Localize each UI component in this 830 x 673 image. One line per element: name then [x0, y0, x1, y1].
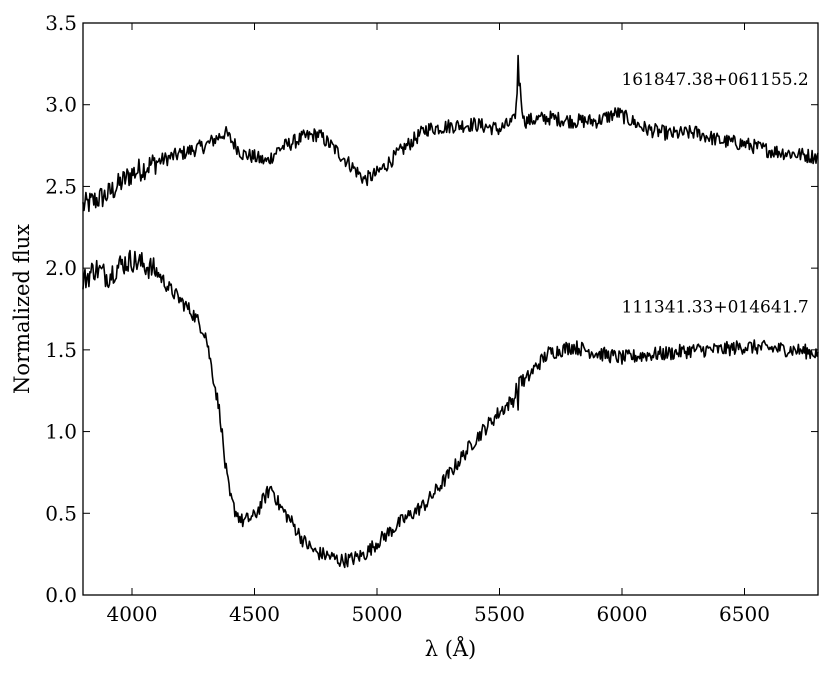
- series-annotation: 161847.38+061155.2: [621, 70, 808, 90]
- y-tick-label: 1.5: [45, 338, 77, 362]
- y-tick-label: 0.0: [45, 583, 77, 607]
- y-tick-label: 2.0: [45, 256, 77, 280]
- x-tick-label: 5500: [474, 602, 525, 626]
- x-tick-label: 4000: [107, 602, 158, 626]
- y-tick-label: 3.5: [45, 11, 77, 35]
- ticks-layer: 4000 4500 5000 5500 6000 6500 0.0 0.5 1.0 1.5 2.0 2…: [45, 11, 818, 626]
- x-axis-label: λ (Å): [425, 636, 477, 661]
- y-tick-label: 0.5: [45, 501, 77, 525]
- x-tick-label: 6000: [597, 602, 648, 626]
- plot-frame: [82, 22, 819, 596]
- y-tick-label: 3.0: [45, 93, 77, 117]
- x-tick-label: 4500: [229, 602, 280, 626]
- y-tick-label: 1.0: [45, 420, 77, 444]
- x-tick-label: 5000: [352, 602, 403, 626]
- x-tick-label: 6500: [719, 602, 770, 626]
- series-annotation: 111341.33+014641.7: [621, 297, 808, 317]
- annotation-layer: 161847.38+061155.2 111341.33+014641.7: [621, 70, 808, 317]
- y-tick-label: 2.5: [45, 174, 77, 198]
- series-line-1: [82, 54, 819, 213]
- series-line-2: [82, 249, 819, 569]
- series-layer: [82, 54, 819, 569]
- y-axis-label: Normalized flux: [10, 224, 34, 394]
